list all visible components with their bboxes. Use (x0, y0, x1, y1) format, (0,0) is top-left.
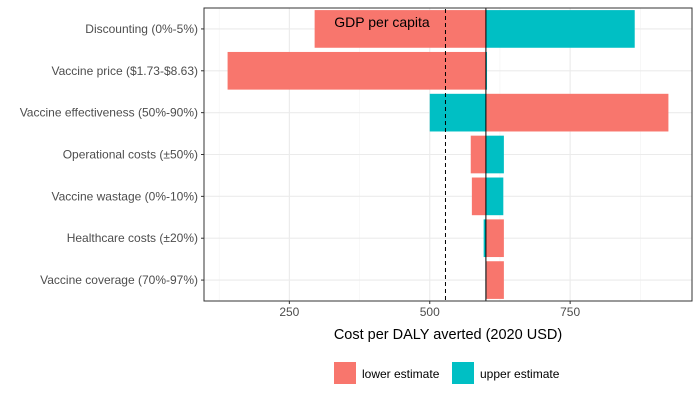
y-tick-label-vaccine-wastage-0-10: Vaccine wastage (0%-10%) (51, 189, 198, 203)
legend: lower estimate upper estimate (334, 362, 560, 384)
bar-lower-estimate-vaccine-effectiveness-50-90 (485, 93, 669, 132)
bar-upper-estimate-healthcare-costs-20 (483, 219, 486, 258)
bar-upper-estimate-vaccine-price-1-73-8-63 (485, 51, 488, 90)
bar-upper-estimate-vaccine-effectiveness-50-90 (429, 93, 486, 132)
x-tick-label-500: 500 (420, 305, 440, 319)
y-tick-label-healthcare-costs-20: Healthcare costs (±20%) (67, 231, 198, 245)
y-tick-label-vaccine-effectiveness-50-90: Vaccine effectiveness (50%-90%) (20, 106, 198, 120)
x-axis-title: Cost per DALY averted (2020 USD) (334, 327, 562, 343)
legend-label-upper-estimate: upper estimate (480, 367, 560, 381)
bar-lower-estimate-vaccine-price-1-73-8-63 (227, 51, 486, 90)
legend-label-lower-estimate: lower estimate (362, 367, 440, 381)
bar-upper-estimate-vaccine-wastage-0-10 (485, 177, 504, 216)
y-axis: Discounting (0%-5%) Vaccine price ($1.73-… (20, 22, 204, 287)
y-tick-label-discounting-0-5: Discounting (0%-5%) (85, 22, 198, 36)
bar-lower-estimate-operational-costs-50 (470, 135, 486, 174)
legend-key-upper-estimate (452, 362, 474, 384)
x-tick-label-250: 250 (279, 305, 299, 319)
x-axis: 250 500 750 (279, 301, 580, 319)
bar-lower-estimate-vaccine-coverage-70-97 (485, 261, 504, 299)
y-tick-label-vaccine-price-1-73-8-63: Vaccine price ($1.73-$8.63) (51, 64, 198, 78)
bar-lower-estimate-discounting-0-5 (314, 10, 486, 48)
line-layer (444, 8, 487, 301)
bar-upper-estimate-discounting-0-5 (485, 10, 635, 48)
bar-lower-estimate-vaccine-wastage-0-10 (471, 177, 486, 216)
gdp-per-capita-label: GDP per capita (334, 14, 430, 30)
y-tick-label-vaccine-coverage-70-97: Vaccine coverage (70%-97%) (40, 273, 198, 287)
bar-lower-estimate-healthcare-costs-20 (485, 219, 504, 258)
y-tick-label-operational-costs-50: Operational costs (±50%) (63, 148, 198, 162)
legend-key-lower-estimate (334, 362, 356, 384)
bar-layer (227, 10, 669, 299)
bar-upper-estimate-operational-costs-50 (485, 135, 504, 174)
x-tick-label-750: 750 (560, 305, 580, 319)
